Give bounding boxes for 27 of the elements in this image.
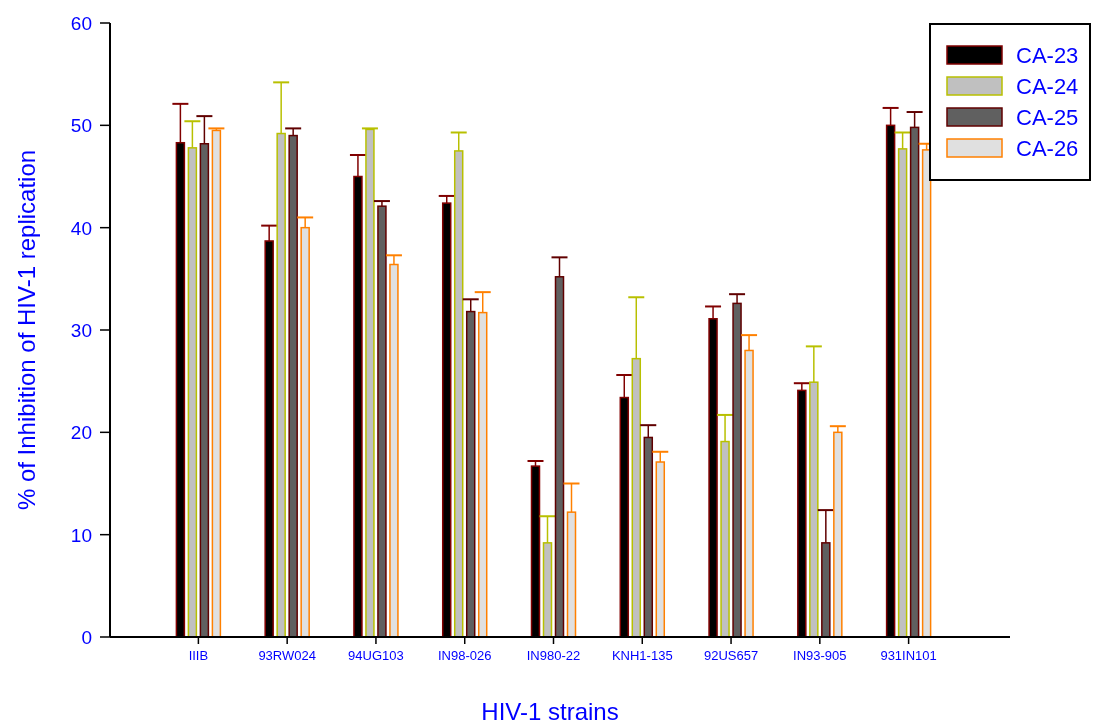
x-tick-label: 94UG103 [348, 648, 404, 663]
legend-label: CA-24 [1016, 74, 1079, 99]
y-tick-label: 60 [70, 13, 92, 34]
x-tick-label: 93RW024 [258, 648, 316, 663]
y-tick-label: 40 [70, 217, 92, 239]
bar [377, 205, 387, 638]
x-tick-label: 92US657 [703, 648, 759, 663]
x-tick-label: IN93-905 [793, 648, 847, 663]
y-axis-title: % of Inhibition of HIV-1 replication [13, 149, 40, 511]
x-tick-label: IN980-22 [526, 648, 581, 663]
bar [365, 128, 375, 638]
x-tick-label: IN98-026 [437, 648, 492, 663]
x-axis-title: HIV-1 strains [481, 698, 619, 725]
bar [211, 129, 222, 638]
bar [833, 431, 843, 638]
x-tick-label: IIIB [188, 648, 209, 663]
legend-label: CA-25 [1016, 105, 1079, 130]
y-tick-label: 10 [70, 524, 92, 546]
legend-label: CA-23 [1016, 43, 1079, 68]
y-tick-label: 20 [70, 422, 92, 444]
y-tick-label: 30 [70, 320, 92, 341]
legend-label: CA-26 [1016, 136, 1079, 161]
bar [921, 149, 932, 638]
x-tick-label: 931IN101 [880, 648, 937, 663]
y-tick-label: 50 [70, 115, 92, 137]
x-tick-label: KNH1-135 [611, 648, 673, 663]
y-tick-label: 0 [81, 627, 92, 648]
